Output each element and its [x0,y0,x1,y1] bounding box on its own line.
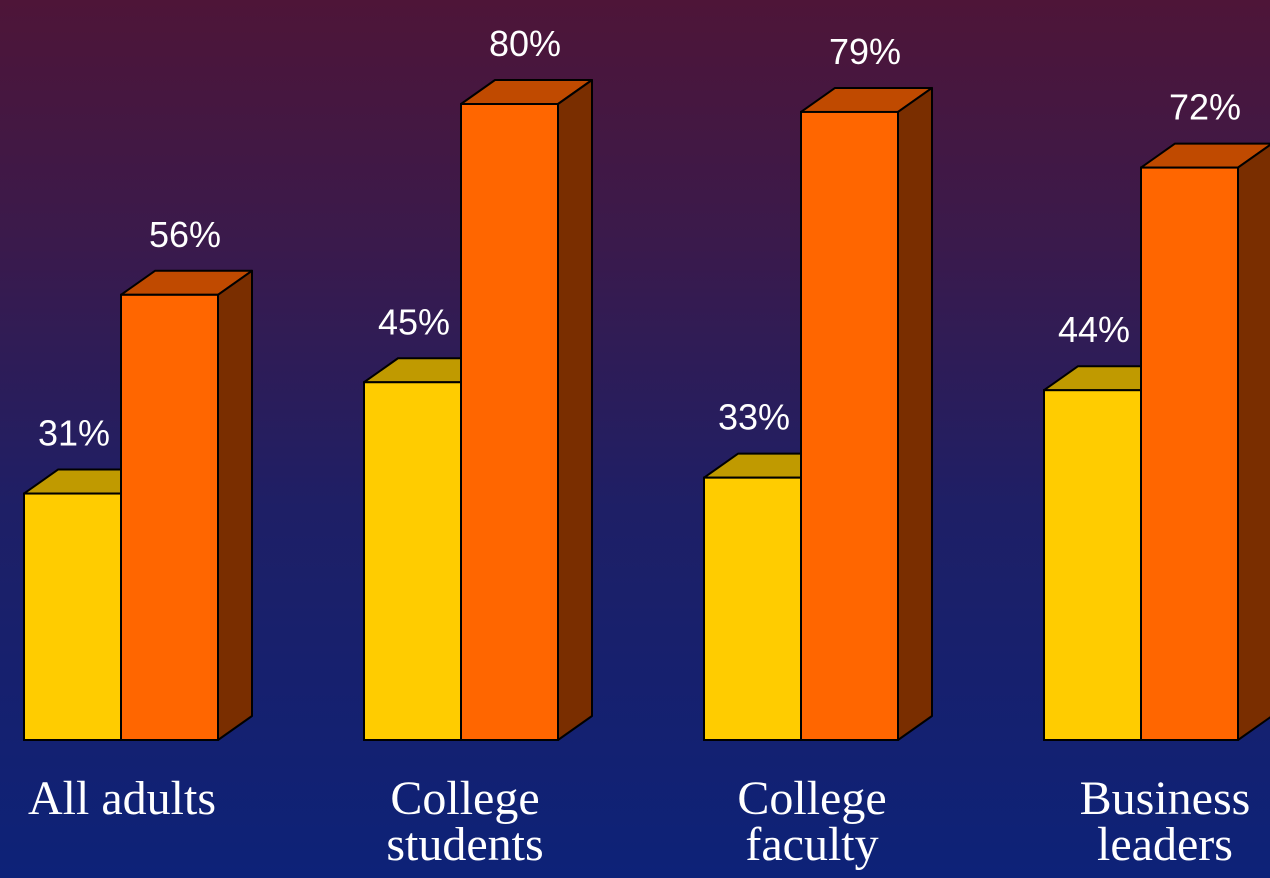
bar-s2 [120,293,219,741]
bar-side-s2 [557,79,593,741]
bar-s2 [800,110,899,741]
data-label-s2: 56% [149,214,221,255]
data-label-s2: 80% [489,23,561,64]
bar-s2 [1140,166,1239,742]
bar-s1 [23,492,122,741]
bar-s1 [703,476,802,741]
data-label-s1: 33% [718,397,790,438]
category-label-line: students [386,818,543,871]
category-label-line: College [390,772,539,825]
data-label-s2: 79% [829,31,901,72]
bar-side-s2 [1237,143,1270,741]
category-label-line: All adults [28,772,216,825]
category-label-line: faculty [745,818,878,871]
category-label: All adults [28,772,216,825]
category-label: College students [386,772,543,871]
bar-side-s2 [217,269,253,741]
bar-s1 [363,381,462,741]
category-label-line: leaders [1097,818,1233,871]
data-label-s2: 72% [1169,87,1241,128]
category-label-line: Business [1080,772,1251,825]
category-label-line: College [737,772,886,825]
bar-s2 [460,103,559,741]
data-label-s1: 31% [38,413,110,454]
category-label: Business leaders [1080,772,1251,871]
data-label-s1: 44% [1058,309,1130,350]
data-label-s1: 45% [378,301,450,342]
bar-side-s2 [897,86,933,741]
bar-s1 [1043,389,1142,741]
category-label: College faculty [737,772,886,871]
